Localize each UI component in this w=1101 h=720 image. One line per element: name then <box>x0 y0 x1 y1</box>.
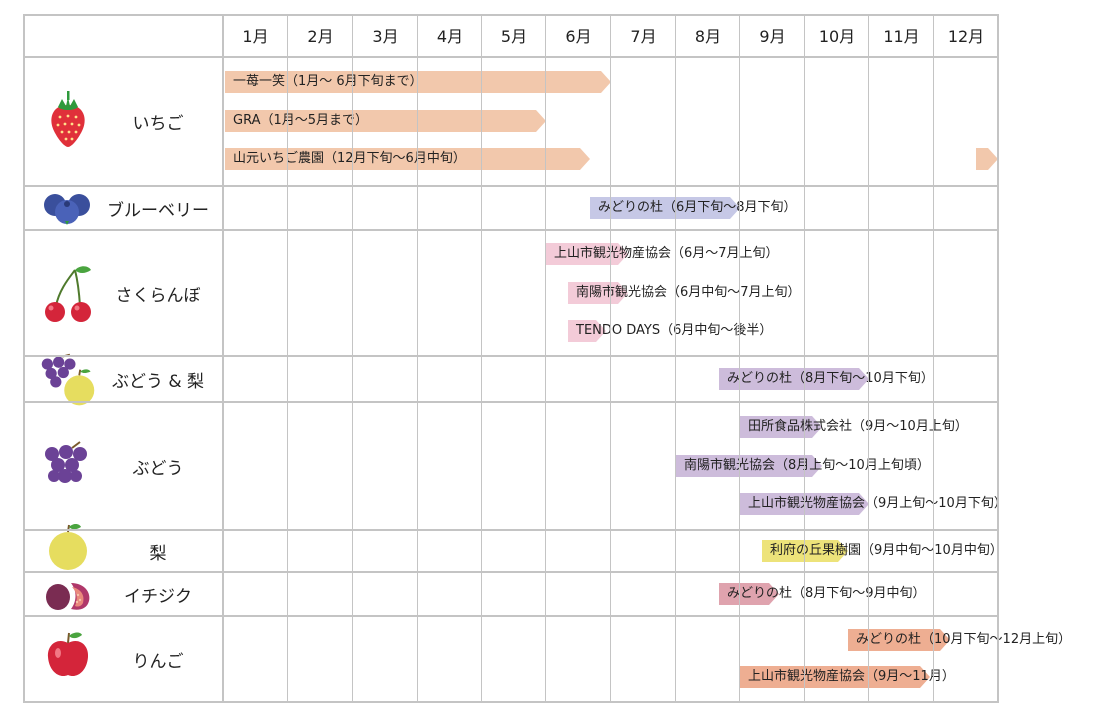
season-bar: 田所食品株式会社（9月～10月上旬） <box>740 416 968 438</box>
grid-line <box>23 229 999 231</box>
fruit-label-grape: ぶどう <box>132 458 184 479</box>
grid-line <box>675 14 676 703</box>
season-bar-label: みどりの杜（8月下旬～9月中旬） <box>727 586 926 601</box>
season-bar-label: 上山市観光物産協会（9月上旬～10月下旬） <box>748 496 1007 511</box>
grid-line <box>23 401 999 403</box>
season-bar-label: 上山市観光物産協会（9月～11月） <box>748 669 955 684</box>
grid-line <box>23 571 999 573</box>
season-bar: みどりの杜（6月下旬～8月下旬） <box>590 197 797 219</box>
season-bar-label: 南陽市観光協会（8月上旬～10月上旬頃） <box>684 458 930 473</box>
fruit-label-strawberry: いちご <box>132 114 184 134</box>
grape-icon <box>38 436 98 496</box>
month-header: 8月 <box>694 27 722 46</box>
season-bar-label: TENDO DAYS（6月中旬～後半） <box>576 323 773 338</box>
pear-icon <box>38 520 98 574</box>
season-bar: 山元いちご農園（12月下旬～6月中旬） <box>225 148 590 170</box>
season-bar-label: 上山市観光物産協会（6月～7月上旬） <box>554 246 779 261</box>
grid-line <box>23 701 999 703</box>
season-bar: GRA（1月～5月まで） <box>225 110 546 132</box>
grid-line <box>417 14 418 703</box>
season-bar-label: 田所食品株式会社（9月～10月上旬） <box>748 419 968 434</box>
month-header: 9月 <box>759 27 786 46</box>
season-bar: 上山市観光物産協会（9月～11月） <box>740 666 955 688</box>
fruit-label-blueberry: ブルーベリー <box>107 200 209 221</box>
grid-line <box>23 185 999 187</box>
grid-line <box>23 615 999 617</box>
season-bar-label: みどりの杜（6月下旬～8月下旬） <box>598 200 797 215</box>
month-header: 5月 <box>500 27 528 46</box>
month-header: 6月 <box>565 27 592 46</box>
grape-pear-icon <box>38 350 98 410</box>
season-bar: 一苺一笑（1月～ 6月下旬まで） <box>225 71 611 93</box>
season-bar-label: 南陽市観光協会（6月中旬～7月上旬） <box>576 285 801 300</box>
season-bar <box>976 148 998 170</box>
season-bar-label: 利府の丘果樹園（9月中旬～10月中旬） <box>770 543 1003 558</box>
grid-line <box>610 14 611 703</box>
fruit-label-cherry: さくらんぼ <box>115 285 201 306</box>
season-bar-label: 一苺一笑（1月～ 6月下旬まで） <box>233 74 423 89</box>
grid-line <box>868 14 869 703</box>
month-header: 3月 <box>372 27 399 46</box>
grid-line <box>352 14 353 703</box>
season-bar: みどりの杜（8月下旬～10月下旬） <box>719 368 934 390</box>
season-bar: 南陽市観光協会（6月中旬～7月上旬） <box>568 282 801 304</box>
grid-line <box>804 14 805 703</box>
grid-line <box>222 14 224 703</box>
season-bar: 利府の丘果樹園（9月中旬～10月中旬） <box>762 540 1003 562</box>
season-bar: みどりの杜（8月下旬～9月中旬） <box>719 583 926 605</box>
month-header: 2月 <box>307 27 334 46</box>
fruit-label-apple: りんご <box>132 651 184 672</box>
season-bar: TENDO DAYS（6月中旬～後半） <box>568 320 772 342</box>
season-bar-label: 山元いちご農園（12月下旬～6月中旬） <box>233 151 466 166</box>
season-bar-label: GRA（1月～5月まで） <box>233 113 369 128</box>
fruit-label-pear: 梨 <box>149 543 167 564</box>
grid-line <box>23 14 999 16</box>
season-bar: みどりの杜（10月下旬～12月上旬） <box>848 629 1071 651</box>
grid-line <box>933 14 934 703</box>
grid-line <box>739 14 740 703</box>
grid-line <box>23 14 25 703</box>
month-header: 10月 <box>818 27 856 46</box>
grid-line <box>23 355 999 357</box>
apple-icon <box>38 628 98 682</box>
strawberry-icon <box>38 87 98 151</box>
cherry-icon <box>38 262 98 326</box>
season-bar: 南陽市観光協会（8月上旬～10月上旬頃） <box>676 455 930 477</box>
fruit-label-fig: イチジク <box>124 586 192 607</box>
month-header: 7月 <box>630 27 657 46</box>
grid-line <box>23 529 999 531</box>
blueberry-icon <box>38 188 98 228</box>
fruit-label-grape-pear: ぶどう & 梨 <box>111 371 205 392</box>
month-header: 12月 <box>947 27 985 46</box>
season-bar: 上山市観光物産協会（6月～7月上旬） <box>546 243 779 265</box>
grid-line <box>997 14 999 703</box>
grid-line <box>481 14 482 703</box>
season-bar-label: みどりの杜（8月下旬～10月下旬） <box>727 371 934 386</box>
month-header: 11月 <box>883 27 920 46</box>
season-bar-label: みどりの杜（10月下旬～12月上旬） <box>856 632 1072 647</box>
month-header: 4月 <box>436 27 464 46</box>
grid-line <box>23 56 999 58</box>
grid-line <box>545 14 546 703</box>
month-header: 1月 <box>242 27 269 46</box>
fig-icon <box>38 576 98 614</box>
grid-line <box>287 14 288 703</box>
